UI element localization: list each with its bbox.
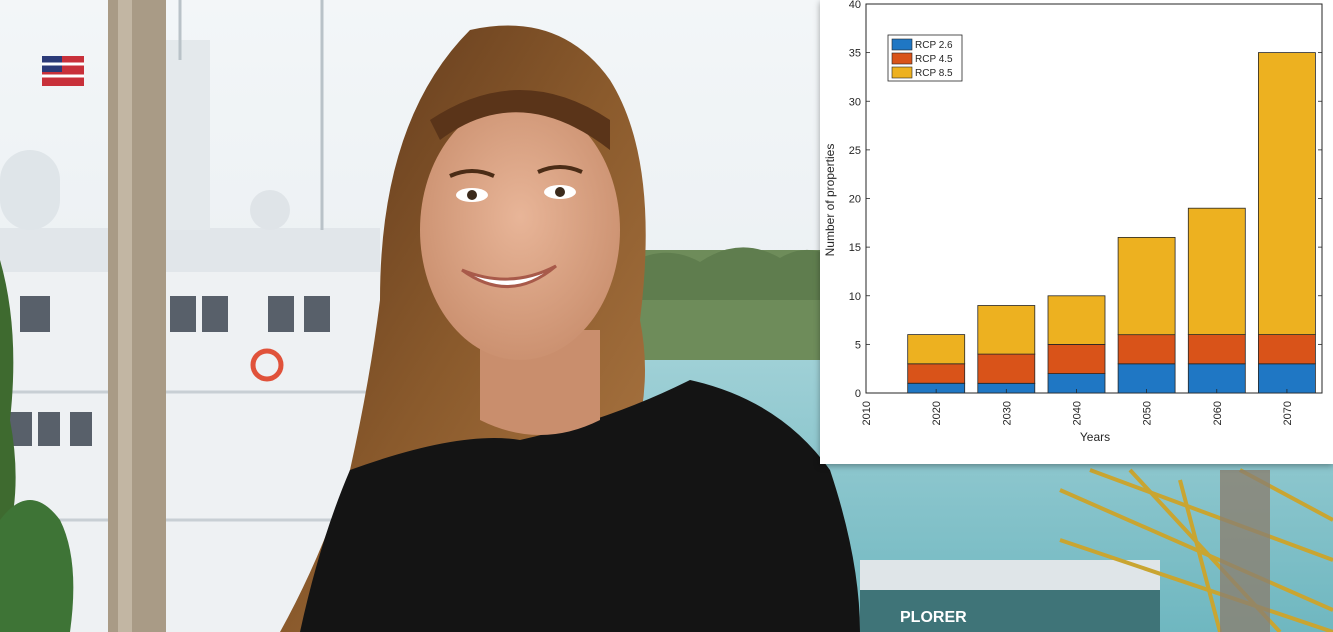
bar-2030-series-2 bbox=[977, 305, 1036, 355]
stacked-bar-chart: 0 5 10 15 20 25 30 35 40 2010 2020 2030 2040 2050 206… bbox=[823, 0, 1323, 444]
y-tick-label: 20 bbox=[849, 194, 861, 206]
x-tick-label: 2010 bbox=[861, 401, 873, 425]
y-tick-label: 10 bbox=[849, 291, 861, 303]
bar-2030-series-1 bbox=[977, 353, 1036, 384]
bar-2020-series-1 bbox=[907, 363, 966, 384]
second-boat: PLORER bbox=[860, 560, 1160, 632]
bar-2050-series-1 bbox=[1117, 334, 1176, 365]
tree-trunk bbox=[108, 0, 166, 632]
bar-2040-series-1 bbox=[1047, 343, 1106, 374]
black-shirt bbox=[300, 380, 860, 632]
legend-label-rcp45: RCP 4.5 bbox=[915, 54, 953, 65]
y-tick-label: 40 bbox=[849, 0, 861, 11]
legend-label-rcp85: RCP 8.5 bbox=[915, 68, 953, 79]
palm-fronds bbox=[1059, 468, 1333, 632]
x-tick-label: 2040 bbox=[1071, 401, 1083, 425]
bar-2060-series-2 bbox=[1187, 207, 1246, 335]
bar-2070-series-0 bbox=[1257, 363, 1316, 394]
legend-label-rcp26: RCP 2.6 bbox=[915, 40, 953, 51]
chart-panel: 0 5 10 15 20 25 30 35 40 2010 2020 2030 2040 2050 206… bbox=[820, 0, 1333, 464]
boat-name-text: PLORER bbox=[900, 609, 967, 626]
bar-2050-series-2 bbox=[1117, 236, 1176, 336]
y-tick-label: 25 bbox=[849, 145, 861, 157]
x-tick-label: 2020 bbox=[931, 401, 943, 425]
x-tick-label: 2050 bbox=[1142, 401, 1154, 425]
tree-canopy bbox=[620, 247, 840, 300]
x-axis-label: Years bbox=[1080, 430, 1110, 444]
bar-2050-series-0 bbox=[1117, 363, 1176, 394]
bar-2070-series-1 bbox=[1257, 334, 1316, 365]
bars-layer bbox=[907, 52, 1316, 394]
y-tick-label: 5 bbox=[855, 339, 861, 351]
y-tick-label: 0 bbox=[855, 388, 861, 400]
x-tick-label: 2070 bbox=[1282, 401, 1294, 425]
x-tick-label: 2030 bbox=[1001, 401, 1013, 425]
bar-2060-series-1 bbox=[1187, 334, 1246, 365]
y-tick-label: 15 bbox=[849, 242, 861, 254]
bar-2040-series-2 bbox=[1047, 295, 1106, 345]
bar-2060-series-0 bbox=[1187, 363, 1246, 394]
y-axis-ticks: 0 5 10 15 20 25 30 35 40 bbox=[849, 0, 1322, 400]
y-tick-label: 30 bbox=[849, 96, 861, 108]
y-tick-label: 35 bbox=[849, 48, 861, 60]
face bbox=[420, 100, 620, 360]
smile bbox=[461, 264, 557, 289]
legend-swatch-rcp26 bbox=[891, 38, 913, 51]
bar-2020-series-2 bbox=[907, 334, 966, 365]
bar-2070-series-2 bbox=[1257, 52, 1316, 335]
left-bush bbox=[0, 260, 16, 560]
legend-swatch-rcp45 bbox=[891, 52, 913, 65]
legend: RCP 2.6 RCP 4.5 RCP 8.5 bbox=[887, 34, 963, 82]
legend-swatch-rcp85 bbox=[891, 66, 913, 79]
x-tick-label: 2060 bbox=[1212, 401, 1224, 425]
x-axis-ticks: 2010 2020 2030 2040 2050 2060 2070 bbox=[861, 389, 1294, 425]
y-axis-label: Number of properties bbox=[823, 144, 837, 257]
